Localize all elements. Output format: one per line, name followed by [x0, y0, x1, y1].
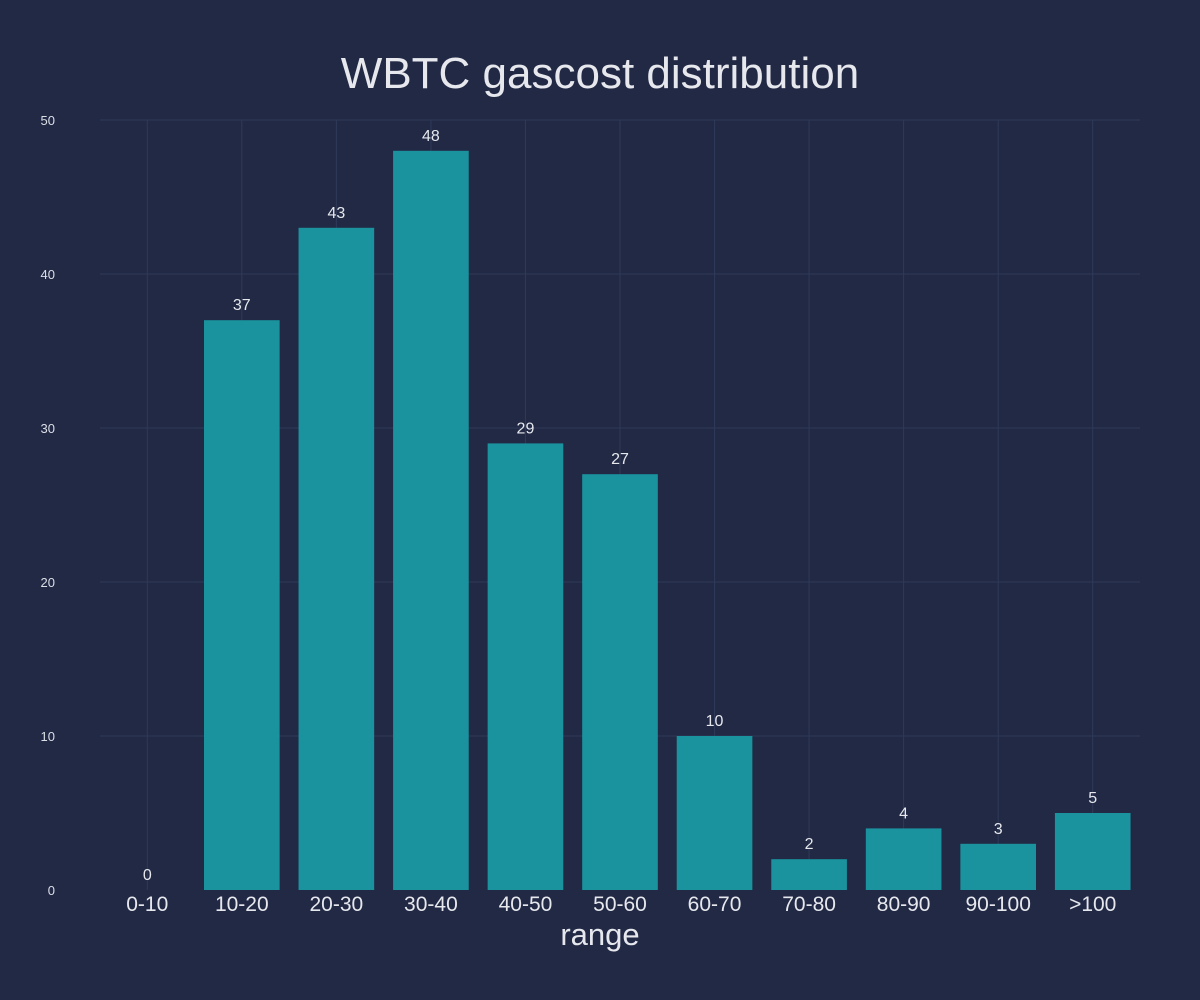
x-tick-label: 20-30 [310, 893, 364, 916]
y-tick-label: 20 [41, 575, 55, 590]
y-axis-ticks: 0 10 20 30 40 50 [41, 113, 55, 898]
x-tick-label: 50-60 [593, 893, 647, 916]
data-label: 0 [143, 867, 152, 884]
x-tick-label: 80-90 [877, 893, 931, 916]
y-tick-label: 10 [41, 729, 55, 744]
x-tick-label: 0-10 [126, 893, 168, 916]
bar[interactable] [865, 828, 942, 890]
chart-title: WBTC gascost distribution [341, 49, 859, 98]
bar[interactable] [204, 320, 280, 890]
bar[interactable] [960, 843, 1036, 890]
data-label: 27 [611, 451, 629, 468]
x-tick-label: 70-80 [782, 893, 836, 916]
bar[interactable] [487, 443, 564, 890]
bar[interactable] [676, 736, 753, 890]
data-label: 3 [994, 821, 1003, 838]
data-label: 29 [517, 420, 535, 437]
y-tick-label: 50 [41, 113, 55, 128]
x-axis-title: range [560, 917, 639, 952]
data-label: 48 [422, 128, 440, 145]
bar[interactable] [298, 227, 375, 891]
data-label: 5 [1088, 790, 1097, 807]
x-tick-label: >100 [1069, 893, 1116, 916]
data-label: 43 [327, 205, 345, 222]
grid-layer [100, 119, 1140, 890]
x-tick-label: 30-40 [404, 893, 458, 916]
bar[interactable] [393, 150, 469, 891]
y-tick-label: 30 [41, 421, 55, 436]
bar[interactable] [582, 474, 658, 890]
data-label: 37 [233, 297, 251, 314]
bars-layer [204, 150, 1131, 891]
x-tick-label: 10-20 [215, 893, 269, 916]
x-axis-ticks: 0-10 10-20 20-30 30-40 40-50 50-60 60-70 70-80 8… [126, 893, 1116, 916]
y-tick-label: 40 [41, 267, 55, 282]
x-tick-label: 40-50 [499, 893, 553, 916]
bar[interactable] [771, 859, 847, 890]
x-tick-label: 60-70 [688, 893, 742, 916]
x-tick-label: 90-100 [965, 893, 1030, 916]
data-label: 4 [899, 805, 908, 822]
data-label: 10 [706, 713, 724, 730]
y-tick-label: 0 [48, 883, 55, 898]
data-label: 2 [805, 836, 814, 853]
bar[interactable] [1054, 813, 1131, 890]
